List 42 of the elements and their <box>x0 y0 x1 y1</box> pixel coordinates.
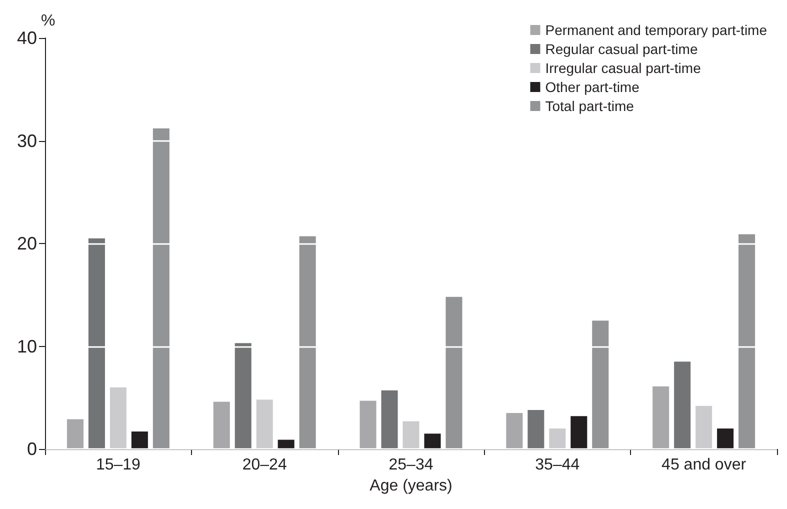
bar <box>738 234 756 449</box>
bar <box>234 343 252 449</box>
bar <box>213 402 230 449</box>
bar <box>256 400 273 449</box>
legend-label: Irregular casual part-time <box>545 60 702 76</box>
bar <box>528 410 544 449</box>
x-tick-label: 35–44 <box>535 456 580 474</box>
x-axis-title: Age (years) <box>370 477 452 494</box>
bar <box>674 362 691 449</box>
bar <box>446 296 462 449</box>
y-tick-label: 10 <box>16 336 37 356</box>
bar <box>131 432 148 449</box>
bar <box>299 236 316 449</box>
x-tick-label: 15–19 <box>96 456 141 474</box>
bar <box>570 416 588 449</box>
bar <box>424 434 441 449</box>
y-tick-label: 0 <box>26 439 37 459</box>
bar <box>360 400 376 449</box>
legend-label: Other part-time <box>545 79 640 95</box>
bar <box>88 238 105 449</box>
x-tick-label: 25–34 <box>388 456 434 474</box>
bar <box>549 428 566 449</box>
bar <box>110 387 126 449</box>
legend-label: Permanent and temporary part-time <box>545 22 768 38</box>
y-axis-title: % <box>41 12 56 30</box>
x-tick-label: 45 and over <box>662 456 747 474</box>
legend-label: Total part-time <box>545 98 634 114</box>
bar <box>592 320 609 449</box>
x-tick-label: 20–24 <box>242 456 287 474</box>
bar <box>652 386 670 449</box>
bar <box>278 440 294 449</box>
y-tick-label: 20 <box>16 234 37 254</box>
bar <box>696 406 712 449</box>
legend-label: Regular casual part-time <box>545 41 698 57</box>
bar <box>152 128 170 449</box>
y-tick-label: 30 <box>16 130 37 151</box>
bar <box>717 428 734 449</box>
y-tick-label: 40 <box>16 28 37 48</box>
bar <box>402 421 420 449</box>
bar <box>381 390 398 449</box>
bar <box>66 419 84 449</box>
bar <box>506 413 523 449</box>
